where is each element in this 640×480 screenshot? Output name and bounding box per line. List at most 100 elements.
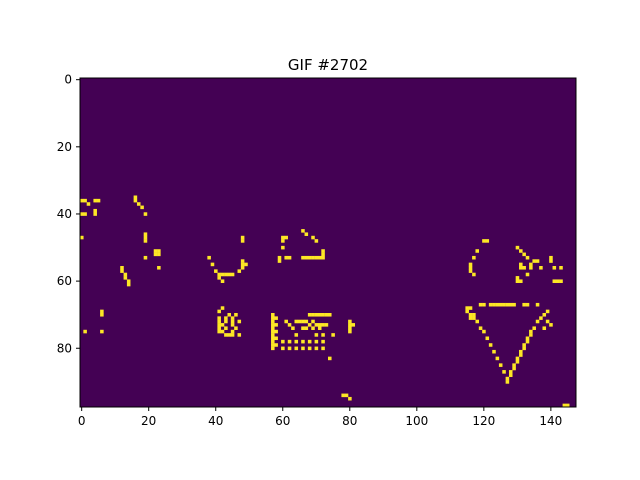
- on-pixel: [502, 370, 506, 374]
- on-pixel: [217, 272, 221, 277]
- on-pixel: [287, 346, 292, 351]
- on-pixel: [301, 229, 305, 233]
- on-pixel: [522, 343, 526, 347]
- x-tick-label: 100: [405, 414, 428, 428]
- on-pixel: [281, 339, 285, 344]
- on-pixel: [508, 370, 513, 374]
- on-pixel: [505, 302, 510, 307]
- on-pixel: [492, 302, 496, 307]
- on-pixel: [559, 266, 563, 270]
- on-pixel: [522, 266, 526, 270]
- on-pixel: [274, 316, 278, 320]
- on-pixel: [515, 245, 520, 250]
- on-pixel: [93, 212, 97, 216]
- on-pixel: [321, 339, 325, 344]
- on-pixel: [157, 249, 161, 253]
- on-pixel: [120, 266, 124, 270]
- on-pixel: [136, 202, 141, 206]
- on-pixel: [529, 333, 533, 337]
- on-pixel: [488, 302, 493, 307]
- on-pixel: [140, 205, 144, 210]
- on-pixel: [545, 319, 550, 324]
- on-pixel: [240, 259, 245, 263]
- on-pixel: [224, 316, 228, 320]
- on-pixel: [307, 323, 312, 327]
- on-pixel: [271, 319, 275, 324]
- on-pixel: [508, 302, 513, 307]
- on-pixel: [465, 309, 469, 314]
- on-pixel: [230, 319, 235, 324]
- on-pixel: [220, 279, 225, 283]
- on-pixel: [468, 313, 473, 317]
- on-pixel: [492, 349, 496, 354]
- on-pixel: [348, 319, 352, 324]
- on-pixel: [515, 356, 520, 361]
- on-pixel: [220, 329, 225, 334]
- on-pixel: [344, 393, 349, 398]
- on-pixel: [143, 232, 148, 236]
- on-pixel: [237, 269, 242, 273]
- on-pixel: [512, 366, 516, 371]
- on-pixel: [234, 313, 238, 317]
- y-tick-label: 80: [57, 341, 72, 355]
- on-pixel: [539, 266, 543, 270]
- on-pixel: [317, 255, 322, 260]
- on-pixel: [284, 319, 288, 324]
- on-pixel: [217, 319, 221, 324]
- on-pixel: [217, 309, 221, 314]
- on-pixel: [153, 252, 158, 257]
- on-pixel: [512, 302, 516, 307]
- on-pixel: [96, 198, 101, 203]
- on-pixel: [307, 346, 312, 351]
- on-pixel: [80, 198, 84, 203]
- on-pixel: [220, 323, 225, 327]
- on-pixel: [321, 252, 325, 257]
- on-pixel: [227, 313, 232, 317]
- on-pixel: [525, 339, 530, 344]
- on-pixel: [559, 279, 563, 283]
- on-pixel: [468, 269, 473, 273]
- on-pixel: [217, 329, 221, 334]
- on-pixel: [314, 346, 319, 351]
- on-pixel: [314, 239, 319, 243]
- y-axis: 0 20 40 60 80: [57, 73, 80, 355]
- on-pixel: [519, 279, 523, 283]
- on-pixel: [83, 329, 87, 334]
- on-pixel: [311, 235, 315, 240]
- on-pixel: [525, 336, 530, 341]
- on-pixel: [284, 255, 288, 260]
- on-pixel: [532, 259, 536, 263]
- on-pixel: [482, 239, 486, 243]
- on-pixel: [314, 339, 319, 344]
- on-pixel: [304, 232, 309, 236]
- on-pixel: [126, 282, 131, 287]
- on-pixel: [535, 319, 540, 324]
- on-pixel: [301, 255, 305, 260]
- on-pixel: [475, 249, 480, 253]
- on-pixel: [482, 302, 486, 307]
- on-pixel: [515, 276, 520, 280]
- chart-title: GIF #2702: [288, 56, 368, 74]
- on-pixel: [472, 272, 476, 277]
- on-pixel: [224, 326, 228, 330]
- x-tick-label: 40: [208, 414, 223, 428]
- on-pixel: [271, 336, 275, 341]
- on-pixel: [555, 279, 560, 283]
- on-pixel: [224, 319, 228, 324]
- y-tick-label: 40: [57, 207, 72, 221]
- y-tick-label: 60: [57, 274, 72, 288]
- on-pixel: [230, 323, 235, 327]
- on-pixel: [271, 343, 275, 347]
- on-pixel: [230, 316, 235, 320]
- on-pixel: [348, 396, 352, 401]
- on-pixel: [314, 255, 319, 260]
- on-pixel: [271, 333, 275, 337]
- on-pixel: [482, 329, 486, 334]
- on-pixel: [311, 313, 315, 317]
- on-pixel: [301, 319, 305, 324]
- on-pixel: [143, 212, 148, 216]
- on-pixel: [317, 326, 322, 330]
- on-pixel: [284, 235, 288, 240]
- on-pixel: [549, 259, 553, 263]
